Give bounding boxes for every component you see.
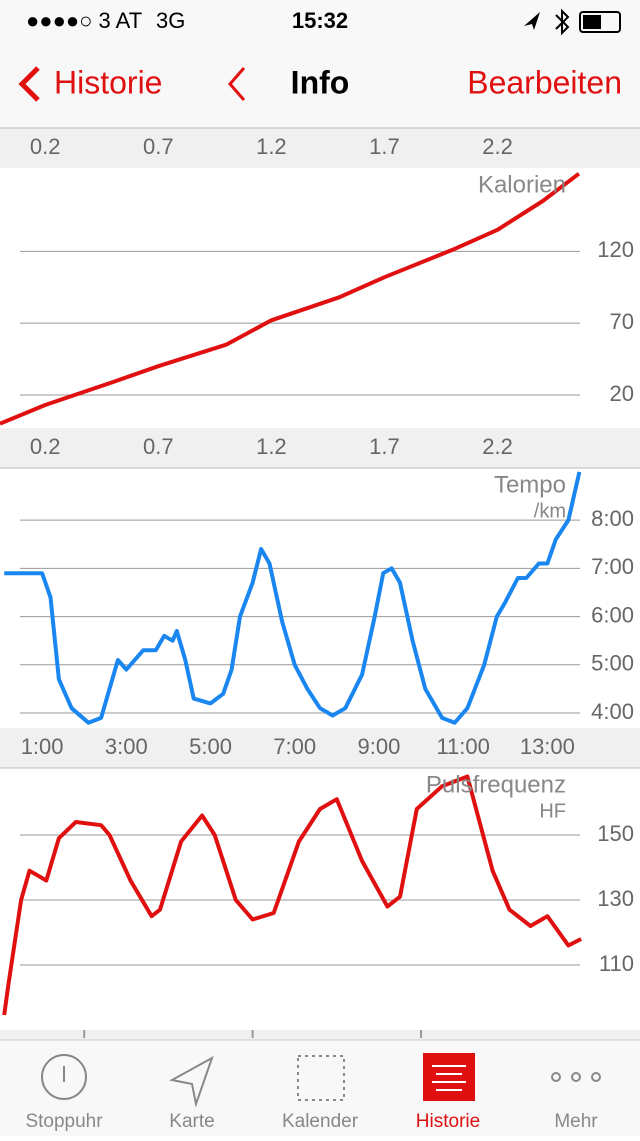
- x-tick-label: 3:00: [105, 734, 148, 759]
- more-dot[interactable]: [551, 1072, 561, 1082]
- tab-label[interactable]: Stoppuhr: [25, 1111, 103, 1132]
- tab-label[interactable]: Historie: [416, 1111, 480, 1132]
- data-line: [0, 172, 581, 426]
- back-button[interactable]: Historie: [54, 64, 162, 100]
- x-tick-label: 11:00: [436, 734, 489, 759]
- more-dot[interactable]: [571, 1072, 581, 1082]
- history-icon[interactable]: [423, 1053, 475, 1101]
- axis-band: [0, 428, 640, 468]
- x-tick-label: 5:00: [189, 734, 232, 759]
- y-tick-label: 4:00: [591, 699, 634, 724]
- location-icon: [524, 12, 540, 30]
- x-tick-label: 1.2: [256, 434, 287, 459]
- more-dot[interactable]: [591, 1072, 601, 1082]
- x-tick-label: 0.7: [143, 134, 174, 159]
- y-tick-label: 5:00: [591, 651, 634, 676]
- x-tick-label: 9:00: [358, 734, 401, 759]
- tab-label[interactable]: Karte: [169, 1111, 214, 1132]
- edit-button[interactable]: Bearbeiten: [467, 64, 622, 100]
- x-tick-label: 0.7: [143, 434, 174, 459]
- stopwatch-icon[interactable]: [41, 1054, 87, 1100]
- bluetooth-icon: [555, 8, 570, 36]
- history-lines: [432, 1065, 466, 1091]
- network: 3G: [156, 8, 185, 33]
- data-line: [4, 471, 582, 725]
- tab-label[interactable]: Kalender: [282, 1111, 359, 1132]
- clock: 15:32: [292, 8, 348, 33]
- y-tick-label: 70: [610, 309, 634, 334]
- calendar-icon[interactable]: [297, 1055, 345, 1101]
- y-tick-label: 8:00: [591, 506, 634, 531]
- battery-icon: [579, 11, 621, 33]
- nav-title: Info: [291, 64, 350, 100]
- carrier: ●●●●○ 3 AT: [26, 8, 142, 33]
- x-tick-label: 2.2: [482, 434, 513, 459]
- x-tick-label: 1:00: [21, 734, 64, 759]
- chart-title: Kalorien: [478, 171, 566, 198]
- y-tick-label: 6:00: [591, 602, 634, 627]
- x-tick-label: 1.2: [256, 134, 287, 159]
- y-tick-label: 110: [599, 951, 634, 976]
- x-tick-label: 0.2: [30, 134, 61, 159]
- axis-band: [0, 1030, 640, 1040]
- x-tick-label: 13:00: [520, 734, 575, 759]
- y-tick-label: 150: [597, 821, 634, 846]
- battery-level: [583, 15, 601, 29]
- y-tick-label: 120: [597, 237, 634, 262]
- y-tick-label: 20: [610, 381, 634, 406]
- back-icon[interactable]: [18, 66, 40, 102]
- chart-subtitle: /km: [534, 500, 566, 522]
- axis-band: [0, 128, 640, 168]
- data-line: [2, 774, 583, 1016]
- y-tick-label: 7:00: [591, 554, 634, 579]
- chart-title: Tempo: [494, 471, 566, 498]
- x-tick-label: 7:00: [273, 734, 316, 759]
- x-tick-label: 1.7: [369, 134, 400, 159]
- y-tick-label: 130: [597, 886, 634, 911]
- prev-icon[interactable]: [228, 67, 246, 101]
- tab-icons: [41, 1053, 601, 1108]
- map-icon[interactable]: [169, 1055, 214, 1108]
- chart-subtitle: HF: [539, 800, 566, 822]
- x-tick-label: 2.2: [482, 134, 513, 159]
- axis-band: [0, 728, 640, 768]
- x-tick-label: 0.2: [30, 434, 61, 459]
- x-tick-label: 1.7: [369, 434, 400, 459]
- chart-title: Pulsfrequenz: [426, 771, 566, 798]
- tab-label[interactable]: Mehr: [554, 1111, 598, 1132]
